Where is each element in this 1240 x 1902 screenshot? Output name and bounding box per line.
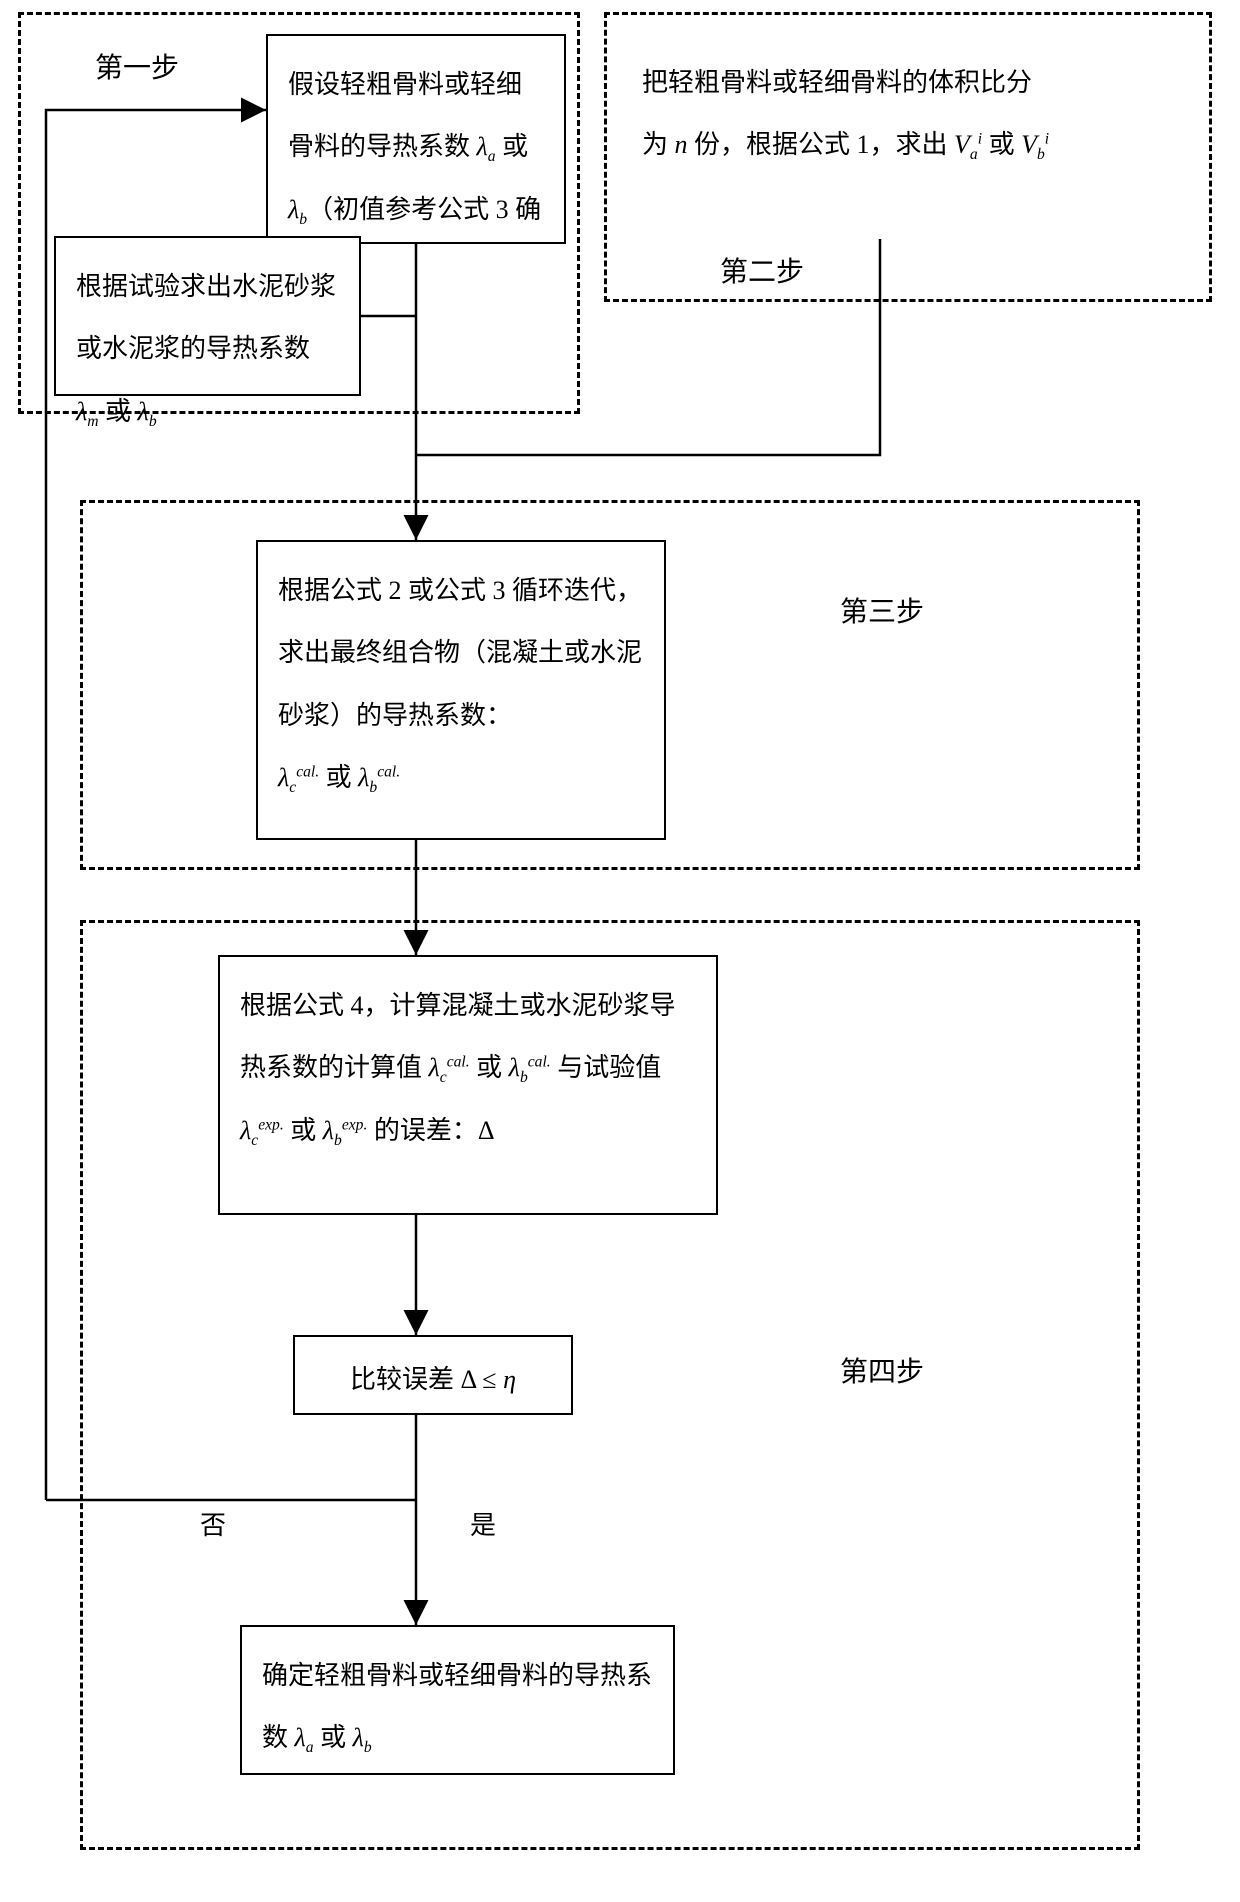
step4-label: 第四步 <box>840 1350 924 1390</box>
node-split-text: 把轻粗骨料或轻细骨料的体积比分为 n 份，根据公式 1，求出 Vai 或 Vbi <box>642 68 1049 159</box>
step1-label: 第一步 <box>95 46 179 86</box>
node-split: 把轻粗骨料或轻细骨料的体积比分为 n 份，根据公式 1，求出 Vai 或 Vbi <box>622 34 1072 239</box>
step3-label: 第三步 <box>840 590 924 630</box>
node-determine: 确定轻粗骨料或轻细骨料的导热系数 λa 或 λb <box>240 1625 675 1775</box>
node-error-text: 根据公式 4，计算混凝土或水泥砂浆导热系数的计算值 λccal. 或 λbcal… <box>240 991 676 1145</box>
node-compare: 比较误差 Δ ≤ η <box>293 1335 573 1415</box>
node-experiment: 根据试验求出水泥砂浆或水泥浆的导热系数 λm 或 λb <box>54 236 361 396</box>
node-determine-text: 确定轻粗骨料或轻细骨料的导热系数 λa 或 λb <box>262 1661 652 1752</box>
node-compare-text: 比较误差 Δ ≤ η <box>350 1365 516 1394</box>
node-iterate: 根据公式 2 或公式 3 循环迭代，求出最终组合物（混凝土或水泥砂浆）的导热系数… <box>256 540 666 840</box>
step2-label: 第二步 <box>720 250 804 290</box>
edge-no-label: 否 <box>200 1505 226 1542</box>
node-iterate-text: 根据公式 2 或公式 3 循环迭代，求出最终组合物（混凝土或水泥砂浆）的导热系数… <box>278 576 642 792</box>
edge-yes-label: 是 <box>470 1505 496 1542</box>
node-assume: 假设轻粗骨料或轻细骨料的导热系数 λa 或 λb（初值参考公式 3 确定） <box>266 34 566 244</box>
node-error: 根据公式 4，计算混凝土或水泥砂浆导热系数的计算值 λccal. 或 λbcal… <box>218 955 718 1215</box>
